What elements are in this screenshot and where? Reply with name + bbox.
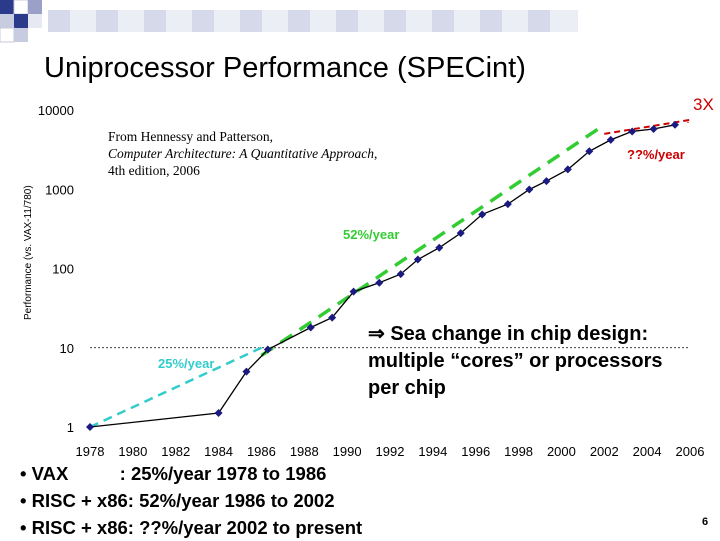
bullet-vax: • VAX : 25%/year 1978 to 1986: [20, 463, 327, 484]
data-point-12: [478, 210, 487, 219]
data-point-19: [628, 127, 637, 136]
trend-label-unknown: ??%/year: [627, 147, 685, 162]
trend-label-25: 25%/year: [158, 356, 214, 371]
y-tick-100: 100: [52, 262, 74, 277]
data-point-20: [649, 124, 658, 133]
data-point-21: [671, 120, 679, 129]
data-point-1: [214, 409, 223, 418]
y-axis-label: Performance (vs. VAX-11/780): [23, 185, 34, 320]
implies-arrow-icon: ⇒: [368, 323, 385, 345]
bullet-risc-unknown: • RISC + x86: ??%/year 2002 to present: [20, 517, 363, 538]
data-point-0: [86, 423, 94, 431]
decor-bar: [48, 10, 578, 32]
x-tick-1998: 1998: [504, 444, 533, 459]
x-tick-1982: 1982: [161, 444, 190, 459]
data-point-18: [606, 135, 615, 144]
x-tick-1996: 1996: [461, 444, 490, 459]
data-point-17: [585, 147, 594, 156]
x-tick-1984: 1984: [204, 444, 233, 459]
bullet-risc-52: • RISC + x86: 52%/year 1986 to 2002: [20, 490, 335, 511]
source-book: Computer Architecture: A Quantitative Ap…: [108, 146, 374, 161]
sea-change-callout: ⇒ Sea change in chip design: multiple “c…: [368, 321, 698, 402]
x-tick-1992: 1992: [376, 444, 405, 459]
series-line: [89, 124, 676, 428]
x-tick-1994: 1994: [418, 444, 447, 459]
data-point-5: [328, 313, 337, 322]
data-point-10: [435, 243, 444, 252]
x-tick-1986: 1986: [247, 444, 276, 459]
data-point-7: [375, 278, 384, 287]
data-point-16: [563, 165, 572, 174]
trend-label-3x: 3X: [693, 95, 714, 114]
y-tick-10000: 10000: [38, 103, 74, 118]
x-tick-2000: 2000: [547, 444, 576, 459]
performance-chart: Performance (vs. VAX-11/780) 11010010001…: [23, 95, 714, 459]
source-edition: , 4th edition, 2006: [108, 146, 378, 178]
x-tick-1978: 1978: [76, 444, 105, 459]
data-point-3: [263, 345, 272, 354]
y-tick-10: 10: [60, 341, 74, 356]
y-tick-1: 1: [67, 420, 74, 435]
data-point-15: [542, 177, 551, 186]
data-point-6: [349, 287, 358, 296]
x-tick-labels: 1978 1980 1982 1984 1986 1988 1990 1992 1994 1996…: [76, 444, 705, 459]
header-decoration: [0, 0, 578, 43]
data-points: [86, 120, 679, 431]
trend-line-25: [89, 346, 262, 429]
page-title: Uniprocessor Performance (SPECint): [44, 52, 526, 84]
trend-label-52: 52%/year: [343, 227, 399, 242]
data-point-4: [306, 323, 315, 332]
callout-text: Sea change in chip design: multiple “cor…: [368, 323, 663, 399]
data-point-13: [503, 200, 512, 209]
decor-squares: [0, 0, 42, 43]
data-point-2: [242, 367, 251, 376]
y-tick-1000: 1000: [45, 182, 74, 197]
trend-labels: 25%/year 52%/year ??%/year 3X: [158, 95, 714, 371]
y-tick-labels: 1 10 100 1000 10000: [38, 103, 74, 435]
x-tick-2004: 2004: [633, 444, 662, 459]
source-citation: From Hennessy and Patterson, Computer Ar…: [108, 128, 378, 179]
data-point-9: [413, 255, 422, 264]
x-tick-1980: 1980: [118, 444, 147, 459]
page-number: 6: [702, 516, 709, 528]
summary-bullets: • VAX : 25%/year 1978 to 1986 • RISC + x…: [20, 460, 362, 541]
trend-line-unknown: [604, 118, 691, 135]
x-tick-1988: 1988: [290, 444, 319, 459]
source-line1: From Hennessy and Patterson,: [108, 129, 273, 144]
x-tick-2002: 2002: [590, 444, 619, 459]
data-point-8: [396, 270, 405, 279]
data-point-11: [456, 229, 465, 238]
x-tick-1990: 1990: [333, 444, 362, 459]
x-tick-2006: 2006: [676, 444, 705, 459]
data-point-14: [525, 185, 534, 194]
